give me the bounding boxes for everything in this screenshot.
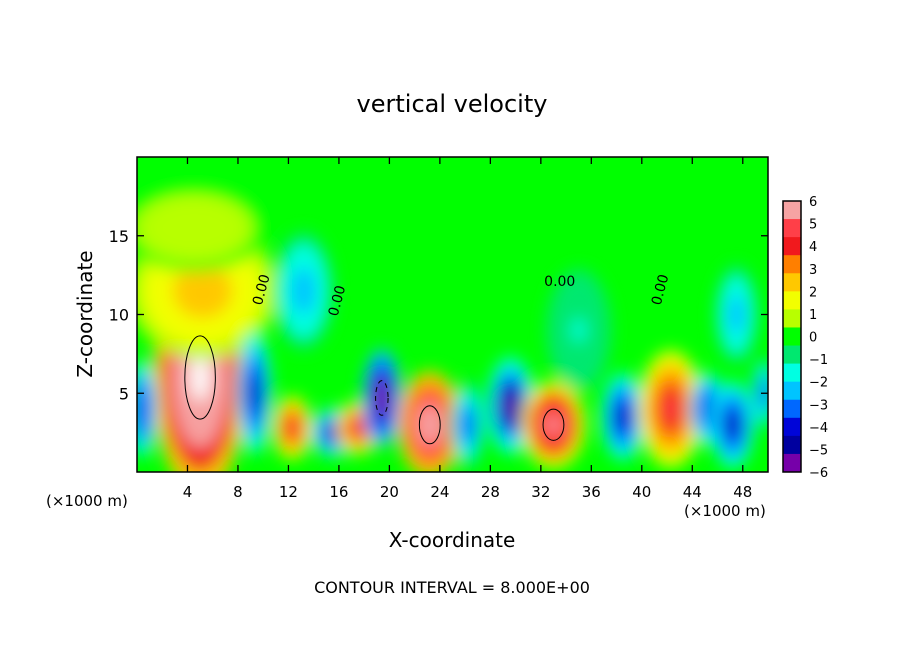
heatmap-cell-10-level-1 <box>464 415 472 434</box>
heatmap-cell-3-level-1 <box>250 381 258 406</box>
x-tick-label-24: 24 <box>430 483 449 501</box>
heatmap-cell-17-level-1 <box>728 415 737 434</box>
contour-lines: 0.00 0.00 0.00 0.00 <box>184 273 673 445</box>
colorbar-swatch-7 <box>783 327 801 347</box>
x-tick-label-28: 28 <box>481 483 500 501</box>
colorbar-swatch-12 <box>783 417 801 437</box>
colorbar-swatch-4 <box>783 273 801 292</box>
y-axis-ticks: 5 10 15 <box>109 227 768 403</box>
heatmap-cell-1-level-1 <box>187 277 218 305</box>
x-tick-label-40: 40 <box>632 483 651 501</box>
colorbar-swatch-3 <box>783 255 801 274</box>
colorbar-label-12: −6 <box>809 466 828 481</box>
y-axis-label: Z-coordinate <box>73 250 97 377</box>
x-tick-label-4: 4 <box>183 483 193 501</box>
heatmap-cell-0-level-1 <box>190 354 210 401</box>
x-axis-ticks: 4 8 12 16 20 24 28 32 36 40 44 48 <box>183 157 752 501</box>
y-tick-label-5: 5 <box>119 384 129 403</box>
x-unit-right: (×1000 m) <box>684 502 766 520</box>
colorbar-swatch-5 <box>783 291 801 310</box>
colorbar-swatch-8 <box>783 345 801 365</box>
heatmap-cell-4-level-1 <box>297 279 310 303</box>
colorbar-label-4: 2 <box>809 285 817 300</box>
heatmap-cell-11-level-1 <box>505 396 516 416</box>
contour-label-1: 0.00 <box>326 284 350 318</box>
contour-label-3: 0.00 <box>649 273 673 307</box>
contour-label-2: 0.00 <box>544 274 575 290</box>
y-tick-label-10: 10 <box>109 306 129 325</box>
colorbar-swatch-14 <box>783 453 801 473</box>
colorbar-label-7: −1 <box>809 353 828 368</box>
colorbar-label-11: −5 <box>809 443 828 458</box>
colorbar-frame <box>782 200 802 473</box>
colorbar-label-8: −2 <box>809 376 828 391</box>
x-tick-label-44: 44 <box>683 483 702 501</box>
x-tick-label-8: 8 <box>233 483 243 501</box>
heatmap-cell-5-level-1 <box>288 421 297 435</box>
x-tick-label-32: 32 <box>531 483 550 501</box>
x-tick-label-12: 12 <box>279 483 298 501</box>
colorbar-swatch-0 <box>783 201 801 220</box>
heatmap-cell-6-level-1 <box>328 427 337 438</box>
colorbar-label-1: 5 <box>809 218 817 233</box>
colorbar-label-3: 3 <box>809 263 817 278</box>
colorbar-labels: 6 5 4 3 2 1 0 −1 −2 −3 −4 −5 −6 <box>809 195 828 481</box>
heatmap-cell-12-level-1 <box>547 415 560 434</box>
contour-line-0 <box>184 335 216 420</box>
x-tick-label-48: 48 <box>733 483 752 501</box>
colorbar-swatch-1 <box>783 219 801 238</box>
x-axis-label: X-coordinate <box>389 528 516 552</box>
heatmap-cell-15-level-1 <box>664 397 678 421</box>
heatmap-cell-18-level-1 <box>732 304 741 325</box>
heatmap-cell-14-level-1 <box>618 408 628 426</box>
colorbar-swatch-11 <box>783 399 801 419</box>
y-tick-label-15: 15 <box>109 227 129 246</box>
heatmap-cell-2-level-1 <box>178 219 209 237</box>
heatmap-cell-16-level-1 <box>703 401 711 417</box>
heatmap-cell-8-level-1 <box>377 388 386 408</box>
heatmap-cell-19-level-1 <box>139 399 146 419</box>
colorbar-swatch-9 <box>783 363 801 383</box>
colorbar-label-10: −4 <box>809 421 828 436</box>
heatmap-cell-7-level-1 <box>353 422 363 434</box>
colorbar-label-5: 1 <box>809 308 817 323</box>
chart-title: vertical velocity <box>357 90 548 118</box>
colorbar: 6 5 4 3 2 1 0 −1 −2 −3 −4 −5 −6 <box>782 195 828 481</box>
heatmap-cell-9-level-1 <box>423 414 437 436</box>
colorbar-swatches <box>783 201 801 473</box>
colorbar-swatch-2 <box>783 237 801 256</box>
contour-line-12 <box>542 408 565 441</box>
x-tick-label-16: 16 <box>329 483 348 501</box>
colorbar-label-2: 4 <box>809 240 817 255</box>
contour-line-9 <box>418 405 441 445</box>
x-unit-left: (×1000 m) <box>46 492 128 510</box>
colorbar-label-6: 0 <box>809 331 817 346</box>
colorbar-swatch-6 <box>783 309 801 328</box>
heatmap-cell-13-level-1 <box>572 318 586 343</box>
contour-interval-note: CONTOUR INTERVAL = 8.000E+00 <box>314 578 590 597</box>
colorbar-swatch-10 <box>783 381 801 401</box>
colorbar-label-0: 6 <box>809 195 817 210</box>
heatmap-cells <box>137 183 768 472</box>
x-tick-label-20: 20 <box>380 483 399 501</box>
colorbar-label-9: −3 <box>809 398 828 413</box>
contour-line-8 <box>375 380 389 416</box>
x-tick-label-36: 36 <box>582 483 601 501</box>
plot-area: 0.00 0.00 0.00 0.00 <box>137 157 768 472</box>
contour-label-0: 0.00 <box>250 273 274 307</box>
colorbar-swatch-13 <box>783 435 801 455</box>
